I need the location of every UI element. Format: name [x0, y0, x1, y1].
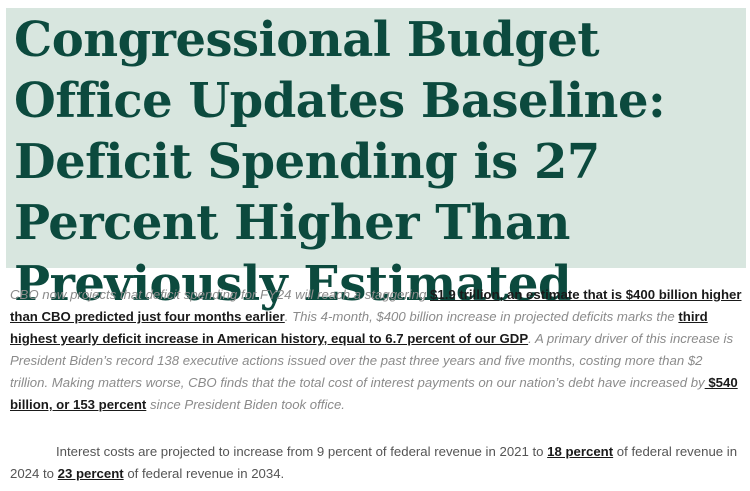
link-third-highest-increase[interactable]: third highest yearly deficit increase in… — [10, 309, 708, 346]
paragraph1-text-4: since President Biden took office. — [146, 397, 345, 412]
paragraph-interest-costs: Interest costs are projected to increase… — [10, 441, 742, 485]
link-540-billion[interactable]: $540 billion, or 153 percent — [10, 375, 738, 412]
paragraph2-text-2: of federal revenue in 2024 to — [10, 444, 738, 481]
paragraph1-text-2: . This 4-month, $400 billion increase in… — [284, 309, 679, 324]
paragraph-deficit-summary: CBO now projects that deficit spending f… — [10, 284, 742, 416]
paragraph2-text-3: of federal revenue in 2034. — [123, 466, 285, 481]
link-1-9-trillion[interactable]: $1.9 trillion, an estimate that is $400 … — [10, 287, 742, 324]
paragraph2-text-1: Interest costs are projected to increase… — [56, 444, 548, 459]
paragraph1-text-3: . A primary driver of this increase is P… — [10, 331, 734, 390]
article-headline: Congressional Budget Office Updates Base… — [14, 12, 666, 312]
link-23-percent[interactable]: 23 percent — [57, 466, 124, 481]
headline-banner: Congressional Budget Office Updates Base… — [6, 8, 746, 312]
link-18-percent[interactable]: 18 percent — [547, 444, 614, 459]
paragraph1-text-1: CBO now projects that deficit spending f… — [10, 287, 431, 302]
